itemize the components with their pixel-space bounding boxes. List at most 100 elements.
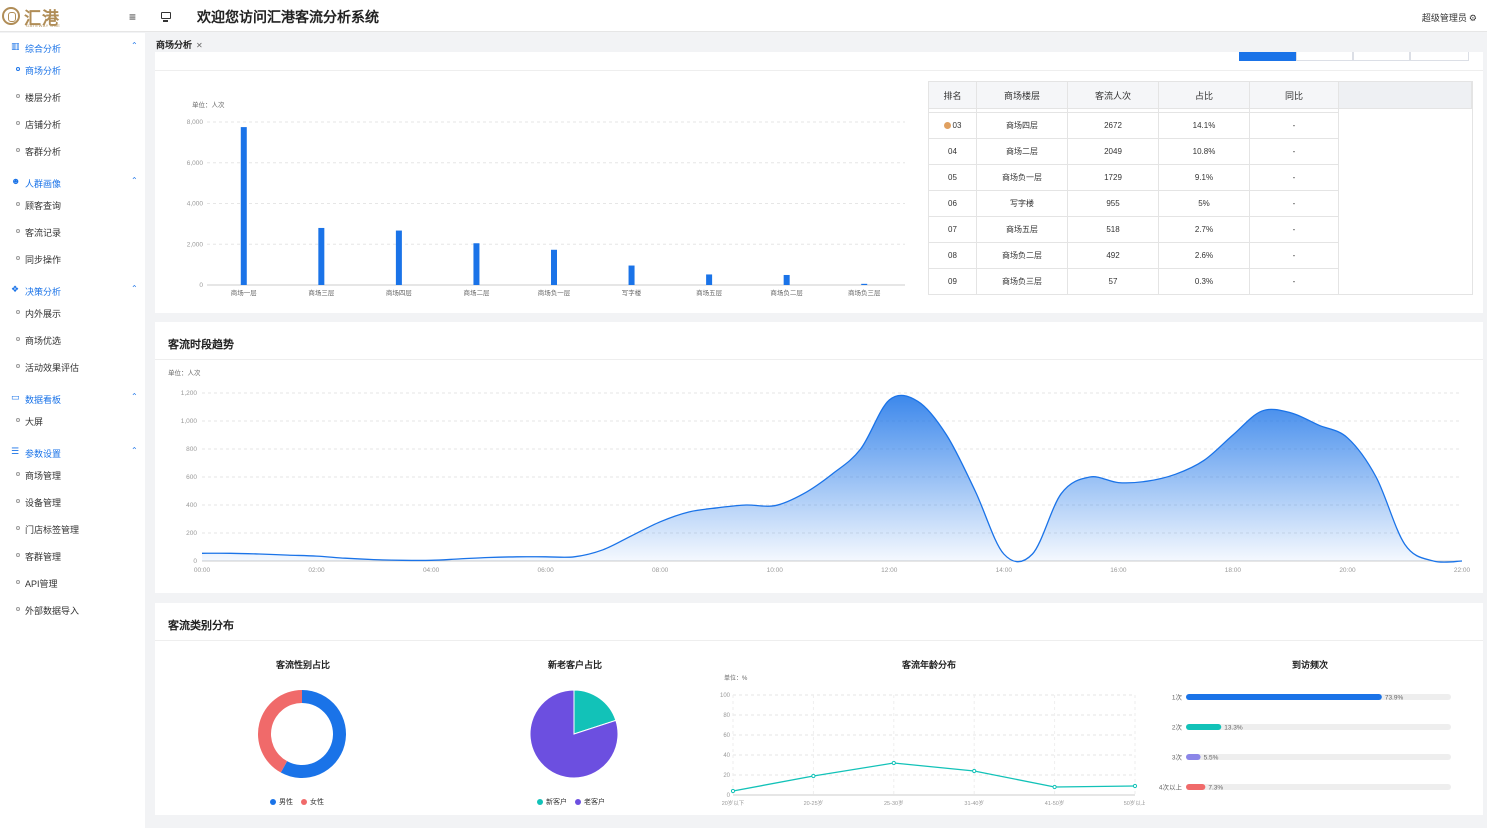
app-logo[interactable]: 汇港 GATEWAY ONE [2,4,64,29]
table-cell: - [1249,268,1339,295]
monitor-icon[interactable] [161,12,171,22]
y-tick-label: 2,000 [187,241,204,248]
pie-slice[interactable] [529,689,619,779]
sidebar-item[interactable]: 商场优选 [0,331,145,349]
table-cell: 492 [1067,242,1159,269]
sidebar-group-4[interactable]: ▭ 数据看板 ⌃ [0,388,145,408]
gear-icon[interactable]: ⚙ [1468,13,1477,23]
user-menu[interactable]: 超级管理员 ⚙ [1422,11,1477,24]
chevron-up-icon[interactable]: ⌃ [131,41,138,50]
sidebar-group-5[interactable]: ☰ 参数设置 ⌃ [0,442,145,462]
legend-item[interactable]: 老客户 [575,799,605,806]
trend-title: 客流时段趋势 [168,339,234,351]
circle-icon [16,229,20,233]
floor-bar[interactable] [783,274,790,285]
x-tick-label: 31-40岁 [964,799,984,807]
floor-bar[interactable] [551,249,557,285]
tab-rank-2[interactable] [1296,52,1353,61]
pie-slice[interactable] [280,690,346,778]
sidebar-item[interactable]: 顾客查询 [0,196,145,214]
floor-bar[interactable] [706,274,713,285]
table-row[interactable]: 07 商场五层 518 2.7% - [928,216,1472,243]
tab-rank-4[interactable] [1410,52,1469,61]
tab-floor-rank[interactable] [1239,52,1296,61]
table-cell: 1729 [1067,164,1159,191]
table-cell: - [1249,164,1339,191]
table-cell: 2049 [1067,138,1159,165]
sidebar-item[interactable]: 客群分析 [0,142,145,160]
sidebar-item[interactable]: 商场管理 [0,466,145,484]
sidebar-item[interactable]: 店铺分析 [0,115,145,133]
pie-slice[interactable] [257,690,302,773]
table-row[interactable]: 09 商场负三层 57 0.3% - [928,268,1472,295]
close-icon[interactable]: ✕ [196,41,203,50]
tab-rank-3[interactable] [1353,52,1410,61]
sidebar-item[interactable]: 内外展示 [0,304,145,322]
page-tag[interactable]: 商场分析 ✕ [156,38,203,51]
sidebar-group-1[interactable]: ▥ 综合分析 ⌃ [0,37,145,57]
age-point[interactable] [1052,784,1057,790]
legend-item[interactable]: 男性 [270,799,293,806]
table-row[interactable]: 06 写字楼 955 5% - [928,190,1472,217]
cubes-icon: ❖ [11,284,20,294]
x-tick-label: 02:00 [308,567,325,574]
floor-bar[interactable] [861,283,868,285]
floor-bar[interactable] [473,243,480,285]
table-row[interactable]: 05 商场负一层 1729 9.1% - [928,164,1472,191]
sidebar-item[interactable]: API管理 [0,574,145,592]
age-point[interactable] [891,760,896,766]
chevron-up-icon[interactable]: ⌃ [131,446,138,455]
floor-bar[interactable] [240,127,247,285]
y-tick-label: 80 [723,713,730,719]
chevron-up-icon[interactable]: ⌃ [131,392,138,401]
visit-bar[interactable] [1186,754,1201,760]
age-point[interactable] [1132,783,1138,789]
visit-bar[interactable] [1186,694,1382,700]
sidebar-item[interactable]: 楼层分析 [0,88,145,106]
legend-label: 男性 [279,799,293,806]
sidebar-item[interactable]: 大屏 [0,412,145,430]
legend-dot-icon [270,799,276,805]
sidebar-item[interactable]: 商场分析 [0,61,145,79]
legend-item[interactable]: 新客户 [537,799,567,806]
trend-line[interactable] [201,394,1463,563]
floor-bar-chart: 单位：人次 0 2,000 4,000 6,000 8,000 商场一层 商场三层 商场四层 商场… [187,100,905,297]
chevron-up-icon[interactable]: ⌃ [131,176,138,185]
age-point[interactable] [730,788,736,794]
page-tag-label: 商场分析 [156,40,193,50]
sidebar-item-label: 顾客查询 [25,201,62,211]
menu-toggle-icon[interactable]: ≡ [129,10,137,24]
rank-table-header-cell: 排名 [928,81,977,109]
circle-icon [16,202,20,206]
chevron-up-icon[interactable]: ⌃ [131,284,138,293]
sidebar-item[interactable]: 客群管理 [0,547,145,565]
floor-bar[interactable] [395,230,402,285]
legend-item[interactable]: 女性 [301,799,324,806]
age-chart-unit: 单位：% [724,674,748,682]
floor-bar[interactable] [628,265,635,285]
sidebar-item[interactable]: 外部数据导入 [0,601,145,619]
rank-cell: 05 [928,164,977,191]
table-row[interactable]: 08 商场负二层 492 2.6% - [928,242,1472,269]
age-point[interactable] [972,768,977,774]
sidebar-item[interactable]: 活动效果评估 [0,358,145,376]
sidebar-item[interactable]: 同步操作 [0,250,145,268]
sidebar-item[interactable]: 客流记录 [0,223,145,241]
table-cell: 518 [1067,216,1159,243]
floor-bar[interactable] [318,227,325,285]
table-row[interactable]: 04 商场二层 2049 10.8% - [928,138,1472,165]
age-point[interactable] [811,773,816,779]
table-row[interactable]: 03 商场四层 2672 14.1% - [928,112,1472,139]
age-line[interactable] [732,762,1136,792]
sidebar-item[interactable]: 设备管理 [0,493,145,511]
pie-slice[interactable] [573,689,617,735]
y-tick-label: 1,000 [181,418,198,425]
sidebar-item[interactable]: 门店标签管理 [0,520,145,538]
x-tick-label: 商场负一层 [538,288,571,297]
visit-bar[interactable] [1186,724,1222,730]
rank-table-header-cell: 客流人次 [1067,81,1159,109]
visit-bar[interactable] [1186,784,1206,790]
sidebar-group-2[interactable]: ☻ 人群画像 ⌃ [0,172,145,192]
sidebar-item-label: 活动效果评估 [25,363,80,373]
sidebar-group-3[interactable]: ❖ 决策分析 ⌃ [0,280,145,300]
